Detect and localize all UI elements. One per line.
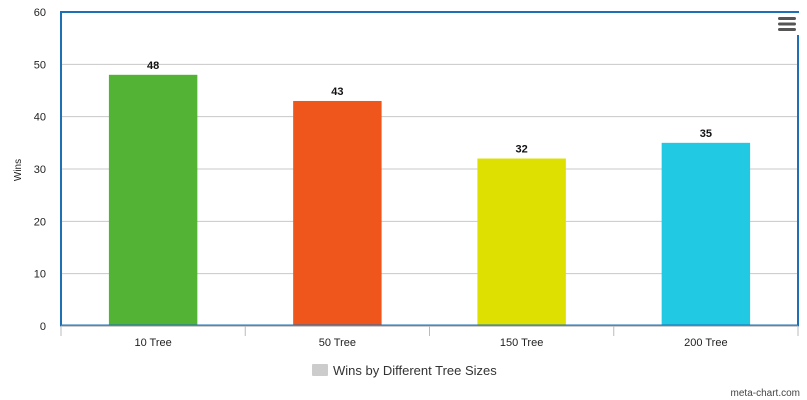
x-tick-label: 50 Tree <box>319 337 356 349</box>
data-label: 43 <box>331 86 343 98</box>
legend[interactable]: Wins by Different Tree Sizes <box>312 363 497 378</box>
bars <box>108 74 751 326</box>
category-labels: 10 Tree 50 Tree 150 Tree 200 Tree <box>134 337 727 349</box>
data-label: 48 <box>147 60 159 72</box>
y-axis: 0 10 20 30 40 50 60 <box>34 7 46 333</box>
y-tick-label: 50 <box>34 59 46 71</box>
y-axis-title: Wins <box>13 159 24 181</box>
y-tick-label: 10 <box>34 269 46 281</box>
y-tick-label: 20 <box>34 216 46 228</box>
bar[interactable] <box>477 158 566 326</box>
data-label: 32 <box>516 144 528 156</box>
x-tick-label: 150 Tree <box>500 337 543 349</box>
bar[interactable] <box>293 100 382 326</box>
bar[interactable] <box>108 74 198 326</box>
data-label: 35 <box>700 128 712 140</box>
y-tick-label: 30 <box>34 164 46 176</box>
legend-label[interactable]: Wins by Different Tree Sizes <box>333 363 497 378</box>
y-tick-label: 40 <box>34 112 46 124</box>
y-tick-label: 60 <box>34 7 46 19</box>
credit-link[interactable]: meta-chart.com <box>731 388 800 399</box>
hamburger-menu-icon[interactable] <box>776 13 800 35</box>
bar[interactable] <box>661 142 751 326</box>
x-tick-label: 200 Tree <box>684 337 727 349</box>
legend-swatch[interactable] <box>312 364 328 376</box>
y-tick-label: 0 <box>40 321 46 333</box>
x-tick-label: 10 Tree <box>134 337 171 349</box>
x-axis <box>60 325 799 336</box>
data-labels: 48 43 32 35 <box>147 60 712 156</box>
